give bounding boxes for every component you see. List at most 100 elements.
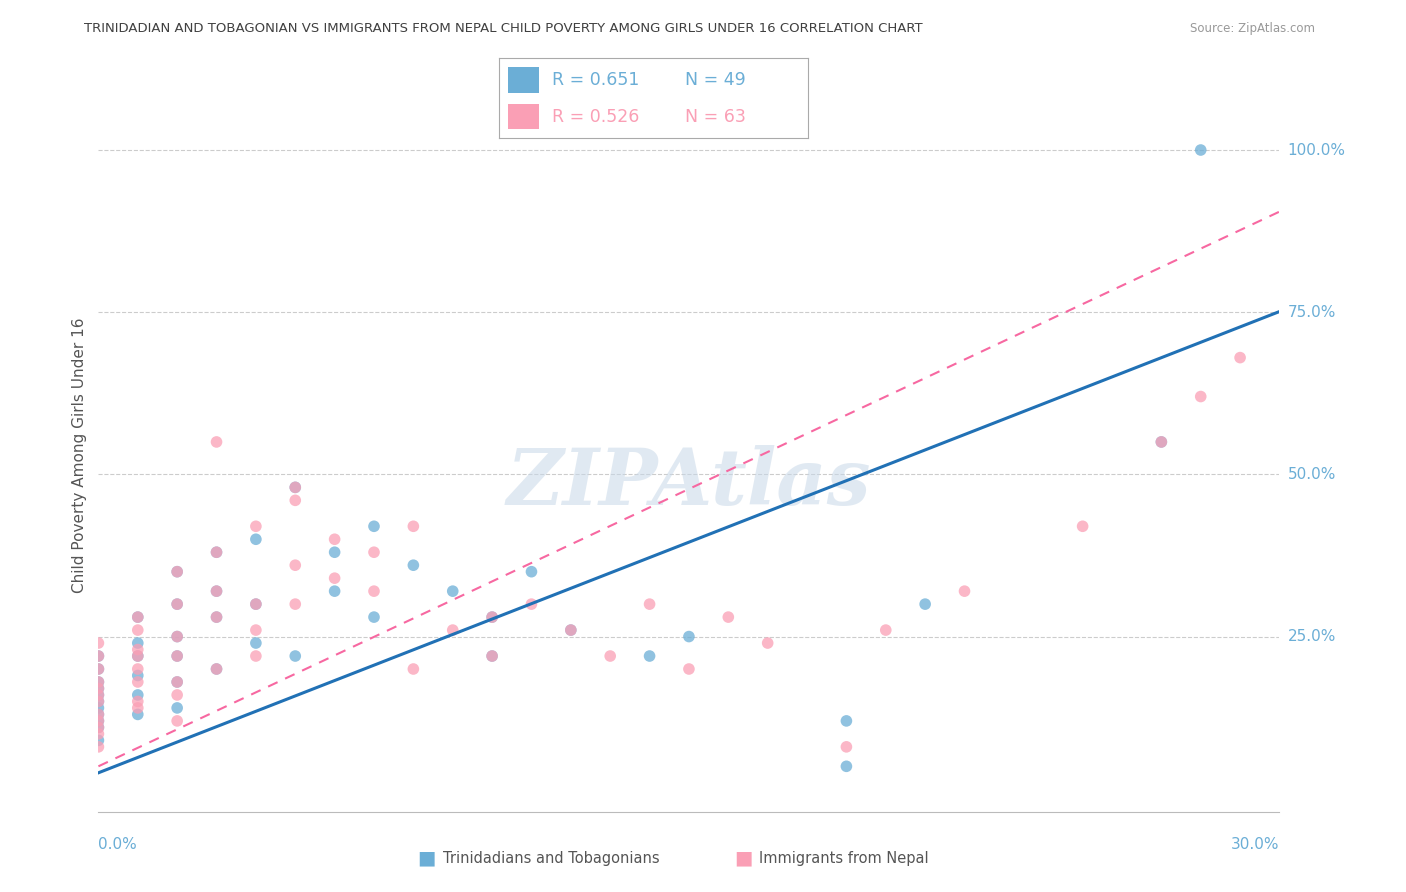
Point	[87, 688, 110, 702]
Point	[87, 681, 110, 696]
Point	[166, 648, 188, 663]
Point	[835, 739, 858, 754]
Point	[284, 597, 307, 611]
FancyBboxPatch shape	[509, 67, 540, 93]
Point	[166, 565, 188, 579]
Point	[678, 662, 700, 676]
Point	[953, 584, 976, 599]
Point	[127, 668, 149, 682]
Text: 30.0%: 30.0%	[1232, 837, 1279, 852]
Point	[914, 597, 936, 611]
Point	[87, 648, 110, 663]
Text: TRINIDADIAN AND TOBAGONIAN VS IMMIGRANTS FROM NEPAL CHILD POVERTY AMONG GIRLS UN: TRINIDADIAN AND TOBAGONIAN VS IMMIGRANTS…	[84, 22, 922, 36]
Point	[87, 739, 110, 754]
Point	[284, 493, 307, 508]
Point	[87, 694, 110, 708]
Point	[127, 648, 149, 663]
Point	[87, 707, 110, 722]
Point	[835, 759, 858, 773]
Text: ZIPAtlas: ZIPAtlas	[506, 445, 872, 522]
Point	[1229, 351, 1251, 365]
Point	[166, 675, 188, 690]
Point	[205, 584, 228, 599]
Point	[87, 681, 110, 696]
Point	[638, 597, 661, 611]
Point	[127, 623, 149, 637]
Text: 100.0%: 100.0%	[1288, 143, 1346, 158]
Point	[323, 533, 346, 547]
Point	[1189, 143, 1212, 157]
Point	[87, 707, 110, 722]
Point	[87, 701, 110, 715]
Point	[87, 727, 110, 741]
Point	[323, 584, 346, 599]
Text: ■: ■	[734, 848, 752, 868]
Point	[402, 558, 425, 573]
Point	[87, 694, 110, 708]
Point	[205, 434, 228, 449]
Point	[205, 610, 228, 624]
Text: N = 49: N = 49	[685, 70, 745, 88]
Point	[127, 642, 149, 657]
Point	[127, 636, 149, 650]
Text: Immigrants from Nepal: Immigrants from Nepal	[759, 851, 929, 865]
Point	[481, 610, 503, 624]
Point	[127, 675, 149, 690]
Point	[835, 714, 858, 728]
Point	[245, 533, 267, 547]
Point	[363, 519, 385, 533]
Point	[441, 584, 464, 599]
Point	[323, 571, 346, 585]
Point	[166, 630, 188, 644]
Point	[245, 519, 267, 533]
Point	[166, 675, 188, 690]
Point	[127, 707, 149, 722]
Point	[87, 688, 110, 702]
Point	[245, 597, 267, 611]
Point	[560, 623, 582, 637]
Point	[599, 648, 621, 663]
Point	[127, 694, 149, 708]
Point	[284, 558, 307, 573]
Point	[87, 720, 110, 734]
Text: 75.0%: 75.0%	[1288, 305, 1336, 319]
Point	[205, 545, 228, 559]
Point	[205, 610, 228, 624]
Point	[402, 519, 425, 533]
Text: Trinidadians and Tobagonians: Trinidadians and Tobagonians	[443, 851, 659, 865]
Text: Source: ZipAtlas.com: Source: ZipAtlas.com	[1189, 22, 1315, 36]
Point	[205, 662, 228, 676]
Point	[481, 648, 503, 663]
Text: 50.0%: 50.0%	[1288, 467, 1336, 482]
Point	[166, 701, 188, 715]
Point	[441, 623, 464, 637]
Point	[284, 480, 307, 494]
Point	[127, 662, 149, 676]
Point	[205, 545, 228, 559]
Point	[678, 630, 700, 644]
Point	[87, 662, 110, 676]
Point	[1189, 390, 1212, 404]
Point	[166, 714, 188, 728]
Point	[87, 662, 110, 676]
Text: ■: ■	[418, 848, 436, 868]
Point	[166, 597, 188, 611]
Point	[717, 610, 740, 624]
Point	[166, 688, 188, 702]
Point	[402, 662, 425, 676]
Point	[875, 623, 897, 637]
Point	[481, 648, 503, 663]
Point	[1071, 519, 1094, 533]
Point	[1150, 434, 1173, 449]
Point	[127, 648, 149, 663]
Point	[127, 610, 149, 624]
Point	[127, 701, 149, 715]
Point	[87, 648, 110, 663]
Point	[166, 648, 188, 663]
Text: R = 0.651: R = 0.651	[551, 70, 640, 88]
Point	[87, 720, 110, 734]
Point	[638, 648, 661, 663]
Point	[520, 597, 543, 611]
Point	[323, 545, 346, 559]
Point	[166, 597, 188, 611]
